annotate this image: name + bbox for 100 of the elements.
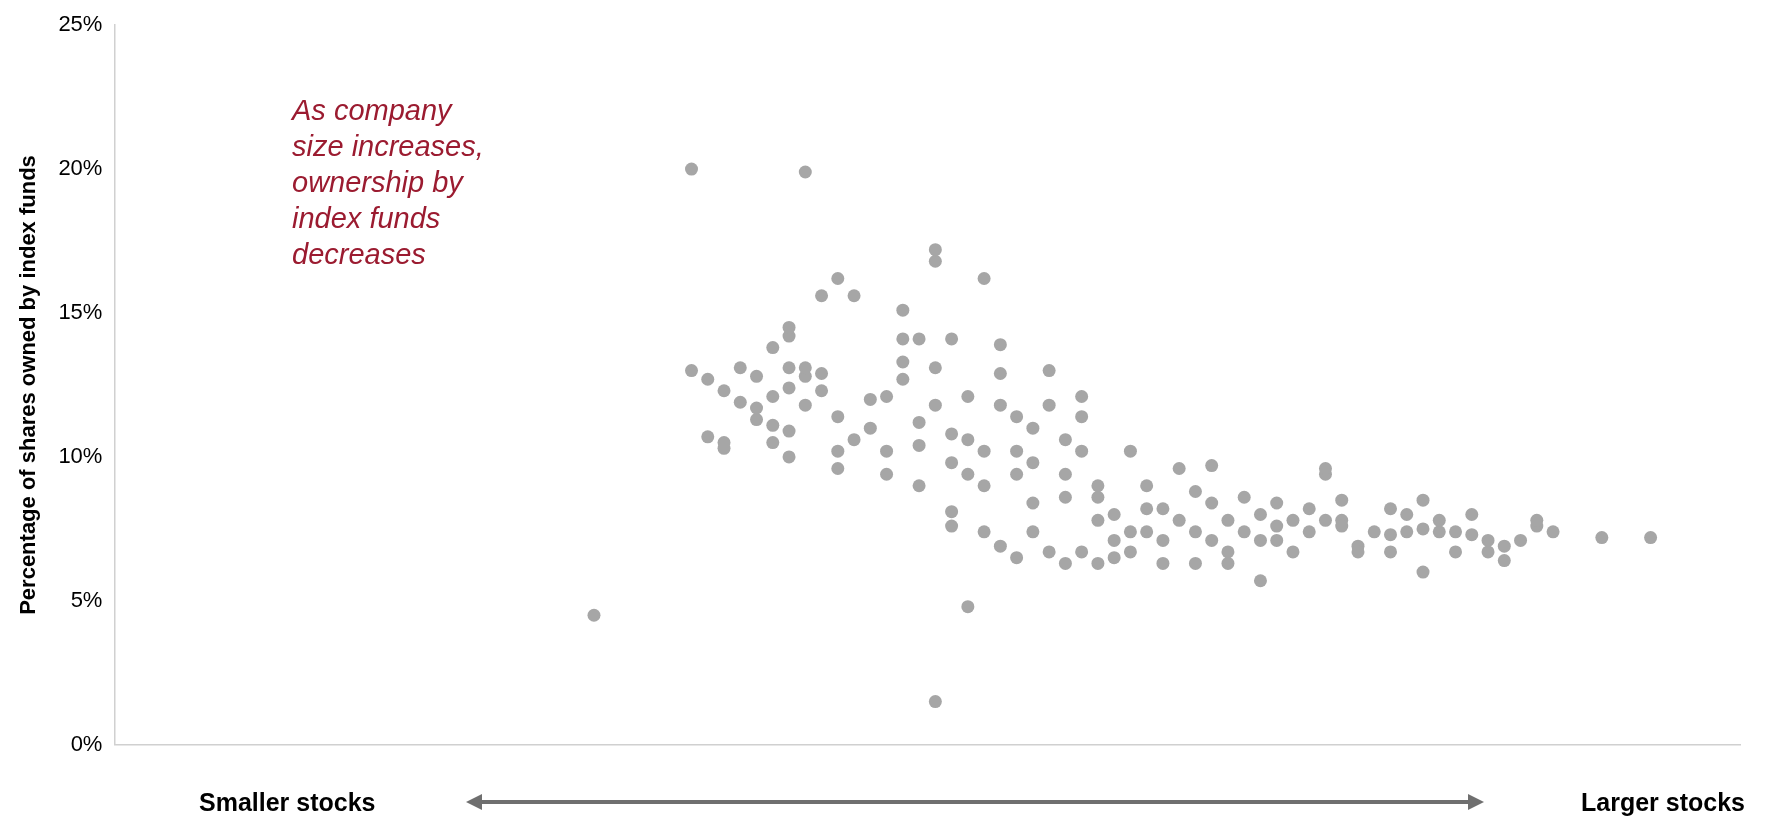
point (928, 254, 942, 268)
point (831, 461, 845, 475)
point (717, 384, 731, 398)
point (928, 361, 942, 375)
point (782, 320, 796, 334)
point (1172, 513, 1186, 527)
point (1318, 513, 1332, 527)
point (1465, 528, 1479, 542)
point (1156, 533, 1170, 547)
y-tick-label: 10% (58, 443, 103, 469)
point (928, 695, 942, 709)
point (1221, 513, 1235, 527)
point (1075, 410, 1089, 424)
point (1205, 459, 1219, 473)
point (1026, 496, 1040, 510)
point (1107, 508, 1121, 522)
point (1253, 574, 1267, 588)
point (993, 338, 1007, 352)
point (1140, 479, 1154, 493)
point (1091, 513, 1105, 527)
point (1010, 410, 1024, 424)
annotation: As company size increases, ownership by index funds decreases (292, 93, 485, 272)
point (961, 600, 975, 614)
point (1416, 522, 1430, 536)
point (766, 436, 780, 450)
point (880, 390, 894, 404)
point (1140, 502, 1154, 516)
point (685, 162, 699, 176)
point (1400, 525, 1414, 539)
point (1042, 364, 1056, 378)
y-axis-title: Percentage of shares owned by index funds (15, 155, 41, 615)
point (945, 456, 959, 470)
point (750, 369, 764, 383)
point (1416, 565, 1430, 579)
point (831, 272, 845, 285)
point (977, 525, 991, 539)
point (1449, 525, 1463, 539)
y-tick-label: 5% (70, 586, 103, 612)
point (782, 361, 796, 375)
point (1156, 502, 1170, 516)
point (1270, 496, 1284, 510)
point (815, 289, 829, 303)
point (1140, 525, 1154, 539)
point (1107, 551, 1121, 565)
point (1172, 461, 1186, 475)
point (1644, 531, 1658, 545)
point (1010, 444, 1024, 458)
point (896, 372, 910, 386)
y-tick-label: 25% (58, 11, 103, 37)
point (815, 384, 829, 398)
point (1075, 390, 1089, 404)
point (1270, 533, 1284, 547)
point (863, 392, 877, 406)
point (961, 390, 975, 404)
point (1091, 479, 1105, 493)
point (928, 243, 942, 257)
point (896, 303, 910, 317)
point (993, 539, 1007, 553)
point (1253, 508, 1267, 522)
point (880, 467, 894, 481)
point (993, 398, 1007, 412)
point (1302, 502, 1316, 516)
point (1481, 545, 1495, 559)
point (1026, 525, 1040, 539)
text: Larger stocks (1581, 788, 1745, 817)
point (945, 519, 959, 533)
point (1384, 528, 1397, 542)
point (1042, 545, 1056, 559)
point (1432, 513, 1446, 527)
point (1010, 551, 1024, 565)
point (1156, 556, 1170, 570)
point (896, 355, 910, 369)
point (1384, 545, 1397, 559)
point (912, 415, 926, 429)
point (1075, 545, 1089, 559)
point (993, 366, 1007, 380)
y-tick-label: 20% (58, 155, 103, 181)
point (961, 433, 975, 447)
point (1091, 490, 1105, 504)
point (1384, 502, 1397, 516)
point (1481, 533, 1495, 547)
text: Smaller stocks (199, 788, 376, 817)
y-tick-label: 15% (58, 299, 103, 325)
point (815, 366, 829, 380)
point (766, 341, 780, 355)
point (928, 398, 942, 412)
point (1514, 533, 1528, 547)
point (733, 395, 747, 409)
point (1188, 525, 1202, 539)
point (1237, 490, 1251, 504)
point (1449, 545, 1463, 559)
point (977, 479, 991, 493)
point (1123, 444, 1137, 458)
point (798, 165, 812, 179)
point (782, 381, 796, 395)
point (945, 332, 959, 346)
point (766, 418, 780, 432)
point (977, 272, 991, 285)
point (1497, 554, 1511, 568)
point (896, 332, 910, 346)
